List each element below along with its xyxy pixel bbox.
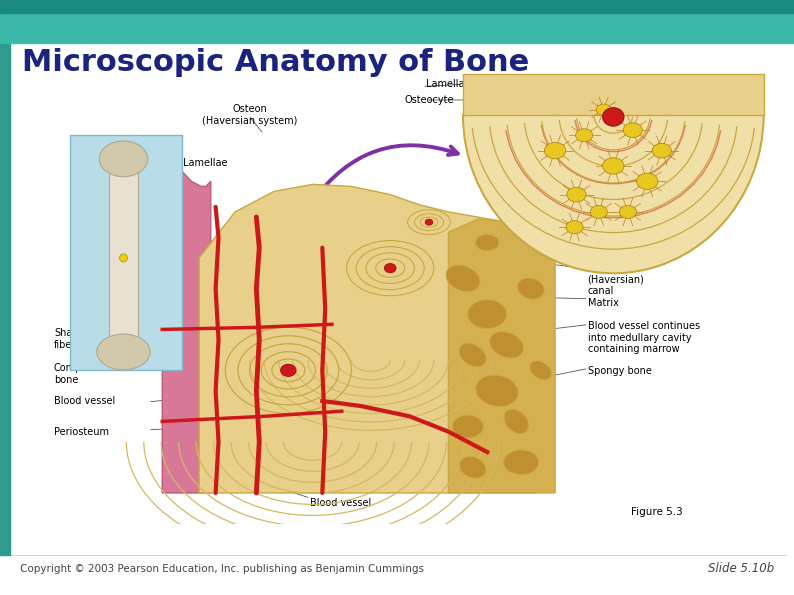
Text: Copyright © 2003 Pearson Education, Inc. publishing as Benjamin Cummings: Copyright © 2003 Pearson Education, Inc.… <box>20 564 424 574</box>
Ellipse shape <box>120 254 127 262</box>
Ellipse shape <box>453 415 484 438</box>
Ellipse shape <box>384 264 396 273</box>
Text: Osteocyte: Osteocyte <box>405 95 454 105</box>
Ellipse shape <box>576 129 593 142</box>
Text: Figure 5.3: Figure 5.3 <box>631 507 683 517</box>
Wedge shape <box>463 115 764 273</box>
Polygon shape <box>199 184 536 493</box>
Ellipse shape <box>280 364 296 377</box>
Ellipse shape <box>545 142 566 159</box>
Ellipse shape <box>99 141 148 177</box>
Text: Spongy bone: Spongy bone <box>588 366 651 376</box>
Ellipse shape <box>603 158 624 174</box>
Text: Lamellae: Lamellae <box>183 158 227 168</box>
Text: Compact
bone: Compact bone <box>54 363 98 384</box>
Bar <box>70 135 182 370</box>
Text: Sharpey's
fibers: Sharpey's fibers <box>54 328 102 350</box>
Bar <box>0 43 10 555</box>
Bar <box>0 0 794 13</box>
Ellipse shape <box>566 221 583 234</box>
Ellipse shape <box>637 173 658 189</box>
Text: Lacuna: Lacuna <box>588 226 623 236</box>
Polygon shape <box>162 164 210 493</box>
Text: Central (Haversian) canal: Central (Haversian) canal <box>310 464 435 474</box>
Ellipse shape <box>468 300 507 328</box>
Text: Blood vessel: Blood vessel <box>310 498 371 508</box>
Bar <box>0 13 794 43</box>
Text: Blood vessel continues
into medullary cavity
containing marrow: Blood vessel continues into medullary ca… <box>588 321 700 355</box>
Ellipse shape <box>518 278 544 299</box>
Text: Osteon
(Haversian system): Osteon (Haversian system) <box>202 104 298 126</box>
Ellipse shape <box>596 104 611 115</box>
Ellipse shape <box>567 187 586 202</box>
Text: Blood vessel: Blood vessel <box>54 396 115 406</box>
Ellipse shape <box>603 108 624 126</box>
Ellipse shape <box>97 334 150 370</box>
Text: Perforating (Volkmann's) canal: Perforating (Volkmann's) canal <box>310 481 460 491</box>
Ellipse shape <box>652 143 672 158</box>
Text: Lamella: Lamella <box>426 79 464 89</box>
Polygon shape <box>449 219 555 493</box>
Text: Slide 5.10b: Slide 5.10b <box>708 562 774 575</box>
Ellipse shape <box>460 456 486 478</box>
Ellipse shape <box>476 234 499 250</box>
Text: Canaliculus: Canaliculus <box>588 242 644 252</box>
Text: Periosteum: Periosteum <box>54 427 109 437</box>
Ellipse shape <box>490 331 523 358</box>
Ellipse shape <box>476 375 518 406</box>
Ellipse shape <box>503 450 538 475</box>
Bar <box>109 161 138 350</box>
Ellipse shape <box>619 205 637 218</box>
Ellipse shape <box>425 219 433 226</box>
Ellipse shape <box>504 409 529 434</box>
Ellipse shape <box>459 343 486 367</box>
Ellipse shape <box>623 123 642 137</box>
Ellipse shape <box>590 205 607 218</box>
Text: Microscopic Anatomy of Bone: Microscopic Anatomy of Bone <box>22 48 530 77</box>
Ellipse shape <box>530 361 551 380</box>
Text: Matrix: Matrix <box>588 298 619 308</box>
Bar <box>463 74 764 115</box>
Text: Central
(Haversian)
canal: Central (Haversian) canal <box>588 263 645 296</box>
Ellipse shape <box>446 265 480 292</box>
